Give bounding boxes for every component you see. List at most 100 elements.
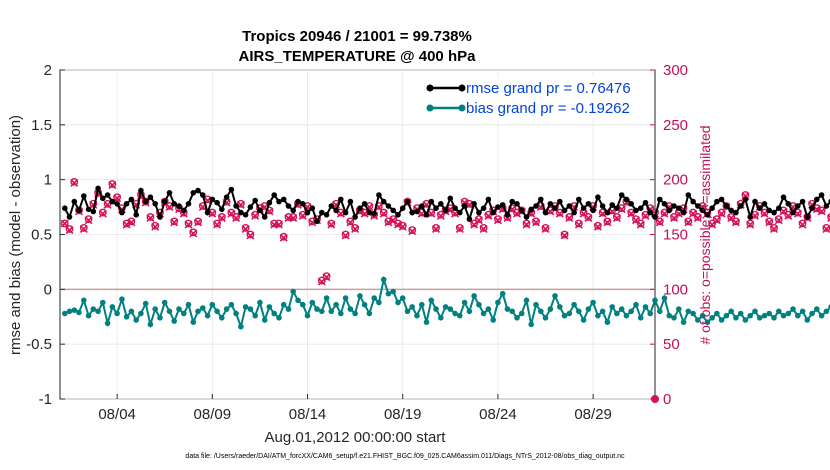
obs-assimilated-stroke bbox=[770, 225, 778, 233]
obs-assimilated-point bbox=[817, 207, 826, 216]
obs-assimilated-point bbox=[79, 225, 88, 233]
obs-assimilated-stroke bbox=[793, 209, 802, 218]
rmse-point bbox=[104, 192, 111, 198]
obs-assimilated-point bbox=[98, 209, 107, 218]
obs-assimilated-stroke bbox=[693, 214, 702, 223]
left-tick-label: 0.5 bbox=[31, 227, 52, 244]
obs-assimilated-point bbox=[251, 211, 260, 220]
rmse-point bbox=[780, 194, 787, 200]
obs-assimilated-stroke bbox=[384, 218, 393, 227]
bias-point bbox=[561, 312, 568, 319]
rmse-point bbox=[585, 201, 592, 207]
rmse-point bbox=[66, 214, 73, 220]
obs-possible-point bbox=[655, 217, 664, 226]
bias-point bbox=[157, 315, 163, 321]
rmse-point bbox=[709, 205, 715, 211]
rmse-line bbox=[63, 185, 830, 224]
obs-assimilated-stroke bbox=[374, 203, 383, 212]
bias-point bbox=[81, 297, 87, 304]
obs-possible-point bbox=[70, 177, 79, 186]
obs-assimilated-stroke bbox=[612, 214, 621, 223]
obs-assimilated-stroke bbox=[731, 218, 740, 227]
rmse-point bbox=[195, 187, 201, 194]
obs-assimilated-stroke bbox=[351, 225, 360, 233]
bias-point bbox=[671, 315, 677, 321]
bias-point bbox=[209, 301, 216, 308]
bias-point bbox=[295, 297, 301, 304]
obs-assimilated-point bbox=[765, 218, 774, 227]
bias-point bbox=[538, 308, 544, 315]
obs-assimilated-point bbox=[541, 225, 550, 233]
obs-assimilated-stroke bbox=[241, 225, 250, 233]
bias-point bbox=[428, 297, 435, 304]
rmse-point bbox=[633, 207, 639, 214]
rmse-point bbox=[380, 198, 387, 205]
bias-point bbox=[399, 295, 406, 301]
bias-point bbox=[62, 310, 68, 317]
legend-bias-marker bbox=[426, 104, 434, 112]
y-axis-label-right: # of obs: o=possible; ×=assimilated bbox=[697, 125, 713, 344]
bias-point bbox=[119, 296, 125, 303]
y-axis-label-left: rmse and bias (model - observation) bbox=[7, 115, 24, 355]
bias-point bbox=[290, 288, 297, 295]
obs-assimilated-stroke bbox=[593, 222, 602, 231]
bias-point bbox=[357, 293, 363, 299]
obs-possible-point bbox=[770, 224, 778, 232]
obs-possible-point bbox=[351, 224, 360, 232]
rmse-point bbox=[219, 206, 225, 213]
bias-point bbox=[557, 304, 563, 310]
rmse-point bbox=[314, 218, 320, 225]
obs-assimilated-point bbox=[241, 225, 250, 233]
obs-possible-point bbox=[565, 213, 574, 221]
rmse-point bbox=[328, 203, 335, 209]
obs-assimilated-stroke bbox=[812, 205, 821, 214]
rmse-point bbox=[285, 203, 292, 209]
rmse-point bbox=[176, 203, 182, 209]
bias-point bbox=[618, 306, 625, 312]
obs-assimilated-point bbox=[217, 214, 226, 223]
rmse-point bbox=[723, 203, 730, 209]
bias-point bbox=[504, 306, 511, 312]
rmse-point bbox=[200, 192, 206, 198]
obs-possible-point bbox=[341, 230, 350, 239]
obs-assimilated-stroke bbox=[393, 220, 402, 229]
obs-possible-point bbox=[689, 208, 697, 217]
obs-assimilated-stroke bbox=[474, 216, 483, 225]
obs-assimilated-point bbox=[479, 225, 488, 233]
rmse-point bbox=[514, 201, 520, 207]
bias-point bbox=[114, 310, 120, 317]
obs-possible-point bbox=[141, 197, 150, 206]
obs-assimilated-stroke bbox=[227, 209, 236, 218]
rmse-point bbox=[62, 205, 68, 211]
obs-assimilated-point bbox=[731, 218, 740, 227]
rmse-point bbox=[404, 198, 411, 205]
bias-point bbox=[604, 319, 611, 326]
bias-point bbox=[509, 308, 515, 315]
bias-point bbox=[585, 306, 592, 312]
obs-assimilated-stroke bbox=[827, 214, 830, 219]
rmse-point bbox=[428, 198, 435, 205]
legend: rmse grand pr = 0.76476 bias grand pr = … bbox=[424, 76, 652, 118]
obs-assimilated-point bbox=[184, 220, 193, 229]
left-tick-label: 0 bbox=[44, 281, 52, 298]
rmse-point bbox=[295, 198, 301, 205]
right-tick-label: 150 bbox=[663, 227, 688, 244]
bias-point bbox=[733, 315, 739, 321]
obs-possible-point bbox=[522, 219, 531, 228]
rmse-point bbox=[533, 203, 539, 209]
obs-assimilated-stroke bbox=[579, 209, 588, 218]
obs-assimilated-point bbox=[565, 214, 574, 223]
rmse-point bbox=[795, 203, 801, 209]
bias-point bbox=[304, 312, 311, 319]
bias-point bbox=[366, 310, 373, 317]
obs-assimilated-point bbox=[379, 209, 388, 218]
rmse-point bbox=[181, 207, 187, 214]
rmse-point bbox=[276, 198, 282, 205]
obs-possible-point bbox=[189, 228, 198, 237]
obs-assimilated-point bbox=[170, 218, 179, 227]
obs-assimilated-point bbox=[684, 218, 693, 227]
obs-assimilated-stroke bbox=[479, 225, 488, 233]
bias-point bbox=[185, 301, 192, 308]
obs-possible-point bbox=[408, 226, 417, 235]
obs-assimilated-point bbox=[746, 220, 755, 229]
